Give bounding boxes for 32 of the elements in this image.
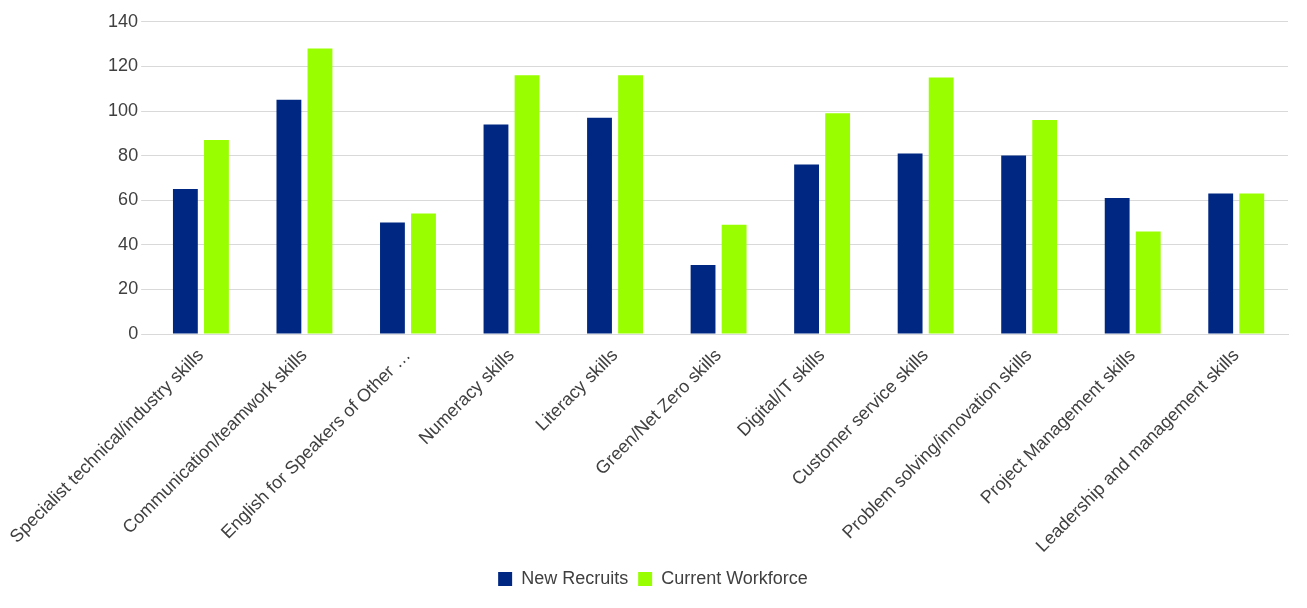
bar	[204, 140, 229, 334]
bar	[172, 189, 198, 334]
bar	[380, 222, 405, 334]
y-tick-label: 140	[108, 10, 139, 31]
y-tick-label: 40	[118, 233, 139, 254]
bar	[721, 224, 747, 334]
bar	[928, 77, 954, 334]
bar	[411, 213, 436, 334]
bar	[1239, 193, 1265, 334]
bar	[1208, 193, 1234, 334]
legend-label: New Recruits	[521, 567, 629, 588]
bar	[483, 124, 509, 334]
y-tick-label: 80	[118, 144, 139, 165]
bar	[587, 117, 612, 334]
bar	[276, 99, 302, 334]
bar	[825, 113, 851, 334]
y-tick-label: 20	[118, 278, 139, 299]
bar	[307, 48, 333, 334]
legend-label: Current Workforce	[661, 567, 808, 588]
bar	[1135, 231, 1161, 334]
bar	[794, 164, 819, 334]
bar	[690, 264, 716, 334]
bar	[897, 153, 923, 334]
bar	[1001, 155, 1027, 334]
bar	[618, 75, 643, 334]
y-tick-label: 100	[108, 99, 139, 120]
y-tick-label: 120	[108, 55, 139, 76]
bar	[514, 75, 540, 334]
bar	[1104, 197, 1130, 334]
bar	[1032, 119, 1058, 334]
y-tick-label: 0	[128, 323, 139, 343]
y-tick-label: 60	[118, 189, 139, 210]
